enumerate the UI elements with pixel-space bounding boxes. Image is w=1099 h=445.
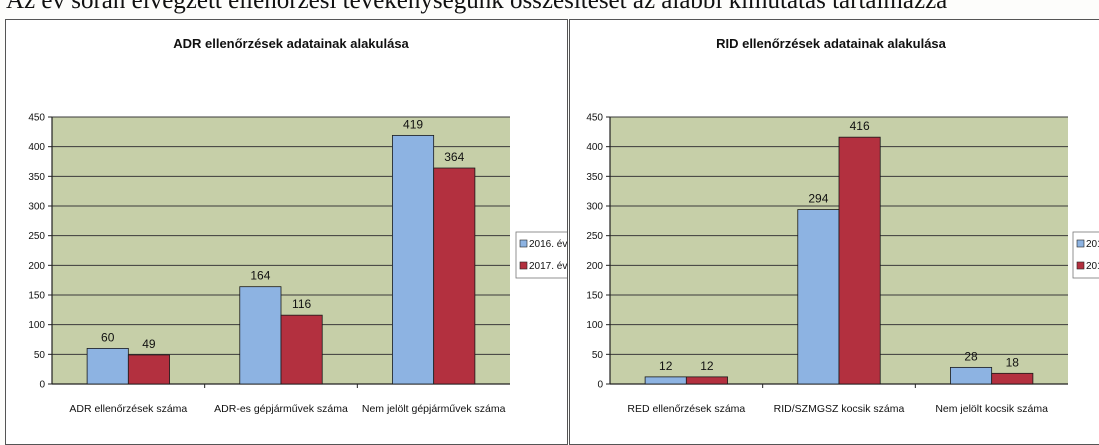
rid-bar bbox=[685, 376, 728, 385]
rid-bar bbox=[644, 376, 687, 385]
adr-data-label: 116 bbox=[292, 297, 311, 311]
adr-bar bbox=[433, 167, 476, 385]
adr-category-label: ADR-es gépjárművek száma bbox=[214, 403, 348, 415]
adr-legend: 2016. év 2017. év bbox=[515, 231, 567, 279]
adr-bar bbox=[392, 134, 435, 385]
adr-y-tick-label: 200 bbox=[28, 261, 45, 272]
adr-bar bbox=[127, 354, 170, 385]
rid-chart-title: RID ellenőrzések adatainak alakulása bbox=[716, 36, 947, 51]
adr-legend-box bbox=[515, 231, 567, 279]
rid-y-tick-label: 150 bbox=[586, 291, 603, 302]
adr-y-tick-label: 150 bbox=[28, 291, 45, 302]
rid-category-label: RID/SZMGSZ kocsik száma bbox=[774, 403, 905, 415]
adr-data-label: 419 bbox=[403, 117, 423, 131]
rid-legend-label: 2017. év bbox=[1086, 261, 1099, 272]
adr-y-tick-label: 450 bbox=[28, 113, 45, 124]
rid-y-tick-label: 0 bbox=[597, 380, 603, 391]
adr-y-tick-label: 300 bbox=[28, 202, 45, 213]
rid-y-tick-label: 100 bbox=[586, 320, 603, 331]
rid-category-label: RED ellenőrzések száma bbox=[627, 403, 745, 415]
adr-bar bbox=[280, 314, 323, 385]
rid-data-label: 28 bbox=[964, 349, 978, 363]
rid-data-label: 12 bbox=[700, 359, 714, 373]
adr-chart-title: ADR ellenőrzések adatainak alakulása bbox=[173, 36, 409, 51]
rid-legend-box bbox=[1072, 231, 1099, 279]
page-heading-text: Az év során elvégzett ellenőrzési tevéke… bbox=[6, 0, 948, 14]
adr-category-label: Nem jelölt gépjárművek száma bbox=[362, 403, 506, 415]
adr-bar bbox=[86, 347, 129, 385]
adr-y-tick-label: 0 bbox=[39, 380, 45, 391]
adr-legend-swatch bbox=[519, 239, 528, 248]
adr-chart: ADR ellenőrzések adatainak alakulása 0 50 1… bbox=[28, 36, 567, 415]
rid-legend-label: 2016. év bbox=[1086, 239, 1099, 250]
rid-legend-swatch bbox=[1076, 261, 1085, 270]
adr-data-label: 364 bbox=[444, 150, 464, 164]
adr-y-tick-label: 50 bbox=[34, 350, 46, 361]
rid-y-tick-label: 250 bbox=[586, 231, 603, 242]
rid-data-label: 294 bbox=[808, 192, 828, 206]
rid-y-tick-label: 400 bbox=[586, 142, 603, 153]
adr-legend-label: 2017. év bbox=[529, 261, 567, 272]
rid-y-tick-label: 50 bbox=[592, 350, 604, 361]
rid-y-tick-label: 300 bbox=[586, 202, 603, 213]
adr-y-tick-label: 350 bbox=[28, 172, 45, 183]
rid-category-label: Nem jelölt kocsik száma bbox=[935, 403, 1048, 415]
rid-data-label: 12 bbox=[659, 359, 673, 373]
rid-y-tick-label: 350 bbox=[586, 172, 603, 183]
rid-legend-swatch bbox=[1076, 239, 1085, 248]
adr-bar bbox=[239, 286, 282, 385]
adr-legend-swatch bbox=[519, 261, 528, 270]
adr-data-label: 164 bbox=[250, 269, 270, 283]
rid-bar bbox=[950, 366, 993, 385]
rid-bar bbox=[797, 209, 840, 385]
rid-y-tick-label: 200 bbox=[586, 261, 603, 272]
rid-bar bbox=[991, 372, 1034, 385]
rid-bar bbox=[838, 136, 881, 385]
adr-data-label: 49 bbox=[142, 337, 156, 351]
adr-legend-label: 2016. év bbox=[529, 239, 567, 250]
rid-chart: RID ellenőrzések adatainak alakulása 0 50 1… bbox=[586, 36, 1099, 415]
adr-y-tick-label: 250 bbox=[28, 231, 45, 242]
adr-chart-panel: ADR ellenőrzések adatainak alakulása 0 50 1… bbox=[5, 19, 568, 445]
adr-data-label: 60 bbox=[101, 330, 115, 344]
rid-data-label: 18 bbox=[1006, 355, 1020, 369]
rid-y-tick-label: 450 bbox=[586, 113, 603, 124]
rid-data-label: 416 bbox=[850, 119, 870, 133]
rid-chart-panel: RID ellenőrzések adatainak alakulása 0 50 1… bbox=[569, 19, 1099, 445]
adr-y-tick-label: 100 bbox=[28, 320, 45, 331]
rid-legend: 2016. év 2017. év bbox=[1072, 231, 1099, 279]
adr-y-tick-label: 400 bbox=[28, 142, 45, 153]
adr-category-label: ADR ellenőrzések száma bbox=[69, 403, 187, 415]
